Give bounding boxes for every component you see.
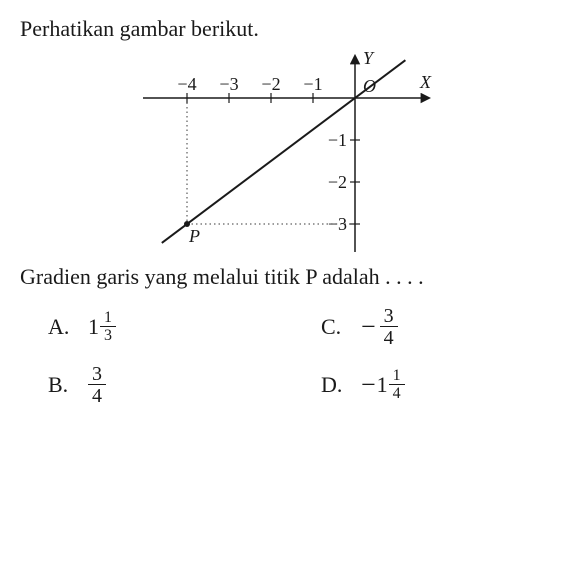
option-a: A. 1 1 3 [48,306,281,348]
svg-text:−1: −1 [328,130,347,150]
svg-text:−1: −1 [303,74,322,94]
option-a-num: 1 [100,310,116,326]
option-d-den: 4 [389,384,405,402]
svg-text:−3: −3 [219,74,238,94]
question-text: Perhatikan gambar berikut. [20,16,554,42]
option-b-den: 4 [88,384,106,406]
option-c: C. − 3 4 [321,306,554,348]
option-d-letter: D. [321,372,347,398]
option-c-num: 3 [380,306,398,326]
svg-text:−2: −2 [328,172,347,192]
option-a-value: 1 1 3 [88,310,116,344]
option-c-den: 4 [380,326,398,348]
svg-text:−2: −2 [261,74,280,94]
svg-text:X: X [419,72,432,92]
minus-sign-icon: − [361,372,376,398]
option-b-letter: B. [48,372,74,398]
coordinate-chart: −4−3−2−1−1−2−3OXYP [137,48,437,258]
option-b: B. 3 4 [48,364,281,406]
option-a-fraction: 1 3 [100,310,116,344]
chart-container: −4−3−2−1−1−2−3OXYP [20,48,554,258]
option-d: D. − 1 1 4 [321,364,554,406]
prompt-text: Gradien garis yang melalui titik P adala… [20,262,554,292]
option-d-fraction: 1 4 [389,368,405,402]
option-d-whole: 1 [377,372,388,398]
option-c-value: − 3 4 [361,306,398,348]
option-c-letter: C. [321,314,347,340]
svg-text:Y: Y [363,48,375,68]
svg-text:−3: −3 [328,214,347,234]
option-d-value: − 1 1 4 [361,368,405,402]
svg-text:−4: −4 [177,74,196,94]
option-a-whole: 1 [88,314,99,340]
option-c-fraction: 3 4 [380,306,398,348]
option-a-den: 3 [100,326,116,344]
option-b-fraction: 3 4 [88,364,106,406]
option-d-num: 1 [389,368,405,384]
svg-text:P: P [188,226,200,246]
minus-sign-icon: − [361,314,376,340]
option-a-letter: A. [48,314,74,340]
option-b-num: 3 [88,364,106,384]
options-grid: A. 1 1 3 C. − 3 4 B. 3 4 D. − [20,306,554,406]
